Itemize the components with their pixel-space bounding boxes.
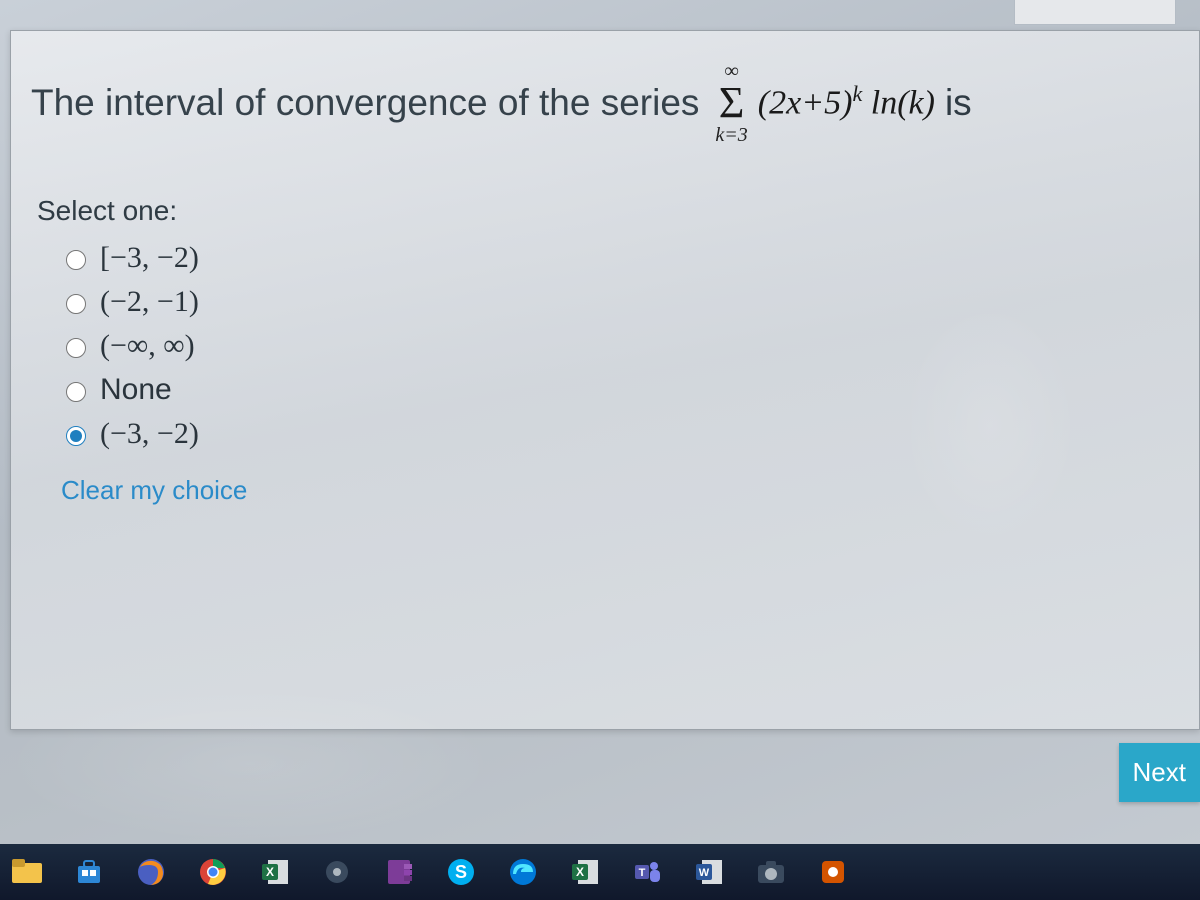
option-row[interactable]: None [61,373,1179,407]
formula-exponent: k [852,81,862,106]
edge-icon[interactable] [506,855,540,889]
question-trailing: is [945,79,972,127]
svg-text:S: S [455,862,467,882]
option-label: (−∞, ∞) [100,329,195,363]
formula-base: (2x+5) [758,85,853,122]
options-group: [−3, −2) (−2, −1) (−∞, ∞) None (−3, −2) [61,241,1179,451]
option-label: None [100,373,172,407]
sum-lower-limit: k=3 [715,125,747,145]
option-label: [−3, −2) [100,241,199,275]
skype-icon[interactable]: S [444,855,478,889]
option-radio-2[interactable] [66,294,86,314]
svg-text:T: T [639,867,646,879]
option-row[interactable]: (−2, −1) [61,285,1179,319]
formula-rest: ln(k) [862,85,935,122]
option-label: (−2, −1) [100,285,199,319]
onenote-icon[interactable] [382,855,416,889]
question-lead: The interval of convergence of the serie… [31,79,699,127]
question-text: The interval of convergence of the serie… [31,61,1179,145]
store-icon[interactable] [72,855,106,889]
camera-icon[interactable] [754,855,788,889]
svg-text:W: W [699,867,710,879]
option-row[interactable]: [−3, −2) [61,241,1179,275]
chrome-icon[interactable] [196,855,230,889]
excel2-icon[interactable]: X [568,855,602,889]
word-icon[interactable]: W [692,855,726,889]
file-explorer-icon[interactable] [10,855,44,889]
option-radio-1[interactable] [66,250,86,270]
option-label: (−3, −2) [100,417,199,451]
svg-text:X: X [266,865,274,879]
option-radio-4[interactable] [66,382,86,402]
question-card: The interval of convergence of the serie… [10,30,1200,730]
settings-icon[interactable] [320,855,354,889]
excel-icon[interactable]: X [258,855,292,889]
option-radio-5[interactable] [66,426,86,446]
series-formula: (2x+5)k ln(k) [758,80,935,126]
summation-symbol: ∞ Σ k=3 [715,61,747,145]
select-one-label: Select one: [37,195,1179,227]
teams-icon[interactable]: T [630,855,664,889]
option-radio-3[interactable] [66,338,86,358]
option-row[interactable]: (−∞, ∞) [61,329,1179,363]
window-edge-decor [1014,0,1176,25]
mystery-icon[interactable] [816,855,850,889]
taskbar: X S X T W [0,844,1200,900]
next-button[interactable]: Next [1119,743,1200,802]
firefox-icon[interactable] [134,855,168,889]
clear-choice-link[interactable]: Clear my choice [61,475,247,506]
svg-text:X: X [576,865,584,879]
sigma-glyph: Σ [719,81,745,125]
option-row[interactable]: (−3, −2) [61,417,1179,451]
